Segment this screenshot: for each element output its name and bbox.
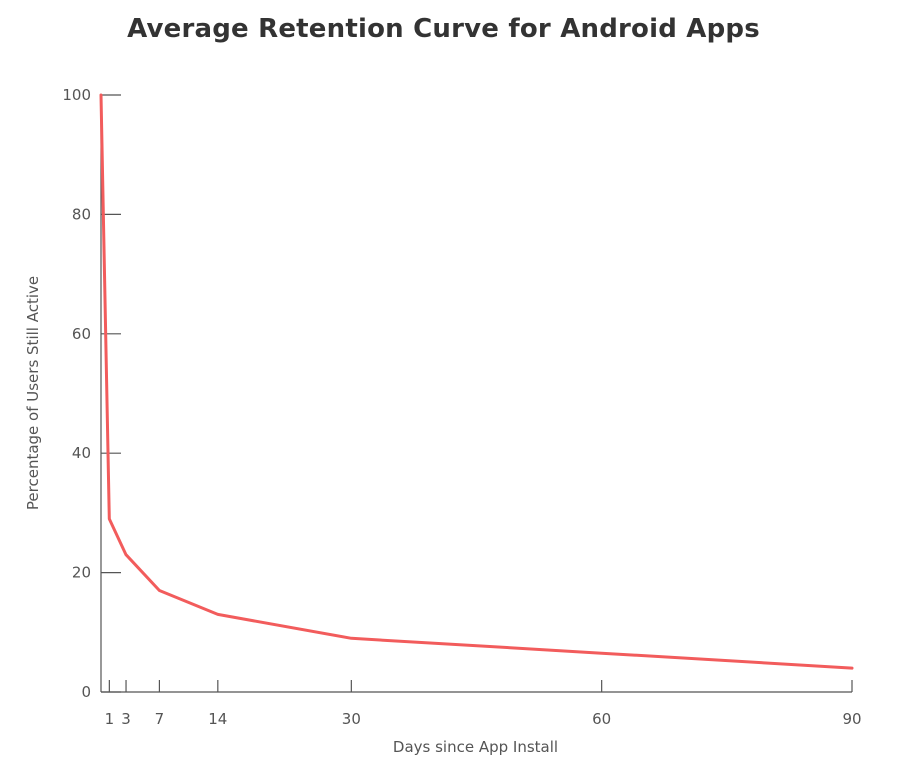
x-tick-label: 3 [121,710,131,728]
y-tick-label: 0 [81,683,91,701]
y-tick-label: 100 [62,86,91,104]
y-axis-title: Percentage of Users Still Active [24,276,42,510]
x-tick-label: 90 [842,710,861,728]
y-tick-label: 20 [72,564,91,582]
chart-axes [100,95,852,693]
x-tick-label: 1 [105,710,115,728]
x-axis-title: Days since App Install [393,738,558,756]
y-tick-label: 60 [72,325,91,343]
x-tick-label: 60 [592,710,611,728]
chart-title: Average Retention Curve for Android Apps [127,14,760,44]
x-tick-label: 30 [342,710,361,728]
y-tick-label: 80 [72,205,91,223]
y-tick-label: 40 [72,444,91,462]
retention-line [99,93,854,670]
chart-series [99,93,854,670]
x-tick-label: 14 [208,710,227,728]
chart-ticks: 0 20 40 60 80 100 1 3 7 14 30 60 90 [62,86,861,728]
x-tick-label: 7 [155,710,165,728]
